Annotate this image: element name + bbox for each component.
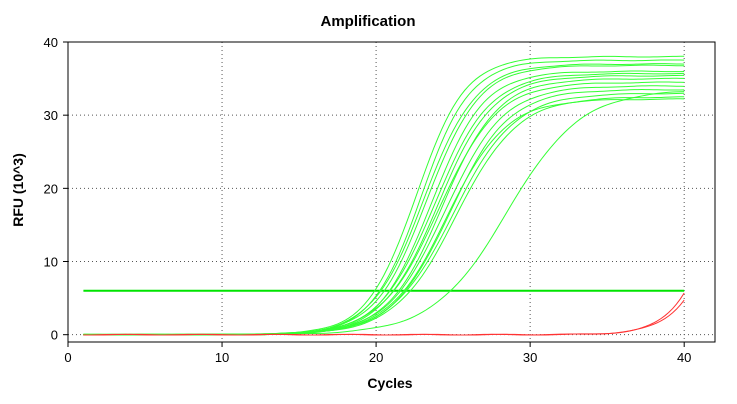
y-tick-label: 40 bbox=[44, 35, 58, 50]
x-tick-label: 40 bbox=[677, 350, 691, 365]
positive-curve bbox=[83, 59, 685, 336]
plot-frame bbox=[67, 41, 716, 343]
positive-curve bbox=[83, 77, 685, 336]
y-tick-label: 10 bbox=[44, 255, 58, 270]
negative-curve bbox=[83, 299, 685, 336]
positive-curve bbox=[83, 63, 685, 336]
x-axis-label: Cycles bbox=[367, 375, 412, 391]
y-tick-label: 0 bbox=[51, 328, 58, 343]
positive-curve bbox=[83, 64, 685, 336]
y-axis-label: RFU (10^3) bbox=[10, 153, 26, 227]
axes bbox=[63, 41, 716, 347]
positive-curve bbox=[83, 81, 685, 336]
y-tick-label: 30 bbox=[44, 108, 58, 123]
tick-labels: 0 10 20 30 40 0 10 20 30 40 bbox=[44, 35, 692, 365]
positive-curve bbox=[83, 55, 685, 336]
x-tick-label: 10 bbox=[215, 350, 229, 365]
chart-title: Amplification bbox=[320, 13, 415, 30]
x-tick-label: 20 bbox=[369, 350, 383, 365]
curves-layer bbox=[83, 55, 685, 336]
positive-curve bbox=[83, 74, 685, 336]
x-tick-label: 30 bbox=[523, 350, 537, 365]
y-tick-label: 20 bbox=[44, 181, 58, 196]
x-tick-label: 0 bbox=[64, 350, 71, 365]
positive-curve bbox=[83, 98, 685, 336]
positive-curve bbox=[83, 72, 685, 336]
